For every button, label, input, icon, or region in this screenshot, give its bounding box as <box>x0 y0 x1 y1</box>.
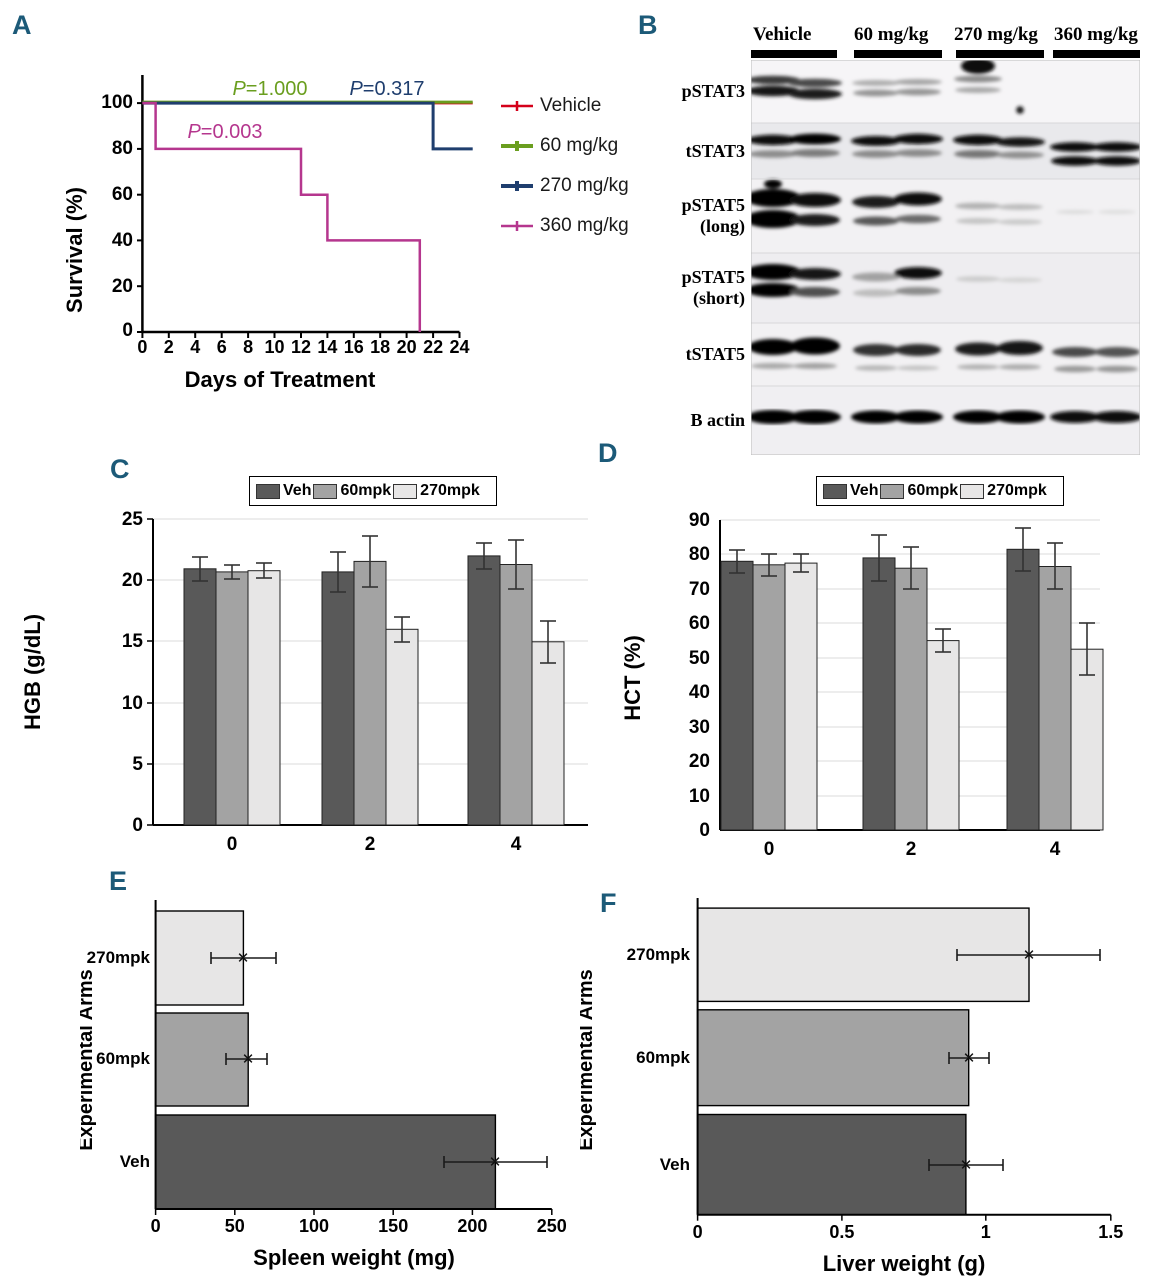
svg-text:P=0.003: P=0.003 <box>187 121 262 143</box>
svg-text:150: 150 <box>378 1216 408 1236</box>
svg-text:0.5: 0.5 <box>829 1222 854 1242</box>
svg-text:50: 50 <box>225 1216 245 1236</box>
svg-text:Liver weight (g): Liver weight (g) <box>823 1251 986 1276</box>
svg-text:10: 10 <box>689 786 710 807</box>
svg-text:4: 4 <box>190 337 200 357</box>
svg-text:P=0.317: P=0.317 <box>349 78 424 100</box>
svg-text:Survival (%): Survival (%) <box>62 187 87 313</box>
svg-text:2: 2 <box>164 337 174 357</box>
svg-text:14: 14 <box>317 337 337 357</box>
svg-text:5: 5 <box>132 754 143 775</box>
svg-text:4: 4 <box>511 834 522 855</box>
svg-text:2: 2 <box>906 839 917 860</box>
svg-text:Experimental Arms: Experimental Arms <box>580 969 597 1151</box>
svg-text:40: 40 <box>689 682 710 703</box>
svg-text:1: 1 <box>981 1222 991 1242</box>
svg-text:0: 0 <box>699 820 710 841</box>
svg-text:40: 40 <box>112 230 133 251</box>
svg-text:HGB (g/dL): HGB (g/dL) <box>20 614 45 730</box>
svg-text:0: 0 <box>122 320 133 341</box>
svg-text:P=1.000: P=1.000 <box>232 78 307 100</box>
svg-text:6: 6 <box>217 337 227 357</box>
svg-text:30: 30 <box>689 717 710 738</box>
svg-text:15: 15 <box>122 631 144 652</box>
svg-text:24: 24 <box>449 337 469 357</box>
svg-text:10: 10 <box>122 693 143 714</box>
svg-text:Spleen weight (mg): Spleen weight (mg) <box>253 1245 455 1270</box>
svg-text:70: 70 <box>689 579 710 600</box>
svg-text:50: 50 <box>689 648 710 669</box>
svg-text:4: 4 <box>1050 839 1061 860</box>
svg-text:60mpk: 60mpk <box>96 1049 150 1068</box>
svg-text:270mpk: 270mpk <box>87 948 151 967</box>
svg-text:20: 20 <box>122 570 143 591</box>
svg-text:Days of Treatment: Days of Treatment <box>185 367 376 392</box>
svg-text:60mpk: 60mpk <box>636 1048 690 1067</box>
svg-text:20: 20 <box>689 751 710 772</box>
svg-text:✕: ✕ <box>489 1154 502 1171</box>
svg-text:0: 0 <box>764 839 775 860</box>
svg-text:10: 10 <box>264 337 284 357</box>
svg-text:0: 0 <box>693 1222 703 1242</box>
svg-text:2: 2 <box>365 834 376 855</box>
svg-text:Experimental Arms: Experimental Arms <box>80 969 97 1151</box>
svg-text:0: 0 <box>132 815 143 836</box>
svg-text:0: 0 <box>227 834 238 855</box>
svg-text:60: 60 <box>689 613 710 634</box>
svg-text:18: 18 <box>370 337 390 357</box>
svg-text:22: 22 <box>423 337 443 357</box>
svg-text:100: 100 <box>299 1216 329 1236</box>
svg-text:80: 80 <box>689 544 710 565</box>
svg-text:Veh: Veh <box>660 1155 690 1174</box>
svg-text:12: 12 <box>291 337 311 357</box>
svg-text:1.5: 1.5 <box>1098 1222 1123 1242</box>
svg-text:60: 60 <box>112 184 133 205</box>
svg-text:20: 20 <box>112 276 133 297</box>
svg-text:250: 250 <box>537 1216 567 1236</box>
svg-text:200: 200 <box>457 1216 487 1236</box>
svg-text:25: 25 <box>122 509 144 530</box>
svg-text:100: 100 <box>101 92 133 113</box>
svg-text:✕: ✕ <box>1023 947 1036 964</box>
svg-text:0: 0 <box>151 1216 161 1236</box>
svg-text:20: 20 <box>397 337 417 357</box>
svg-text:✕: ✕ <box>242 1051 255 1068</box>
svg-text:HCT (%): HCT (%) <box>620 635 645 721</box>
svg-text:0: 0 <box>137 337 147 357</box>
svg-text:90: 90 <box>689 510 710 531</box>
svg-text:270mpk: 270mpk <box>627 945 691 964</box>
svg-text:✕: ✕ <box>963 1050 976 1067</box>
svg-text:✕: ✕ <box>960 1157 973 1174</box>
svg-text:8: 8 <box>243 337 253 357</box>
svg-text:Veh: Veh <box>120 1152 150 1171</box>
svg-text:✕: ✕ <box>237 950 250 967</box>
svg-text:16: 16 <box>344 337 364 357</box>
svg-text:80: 80 <box>112 138 133 159</box>
